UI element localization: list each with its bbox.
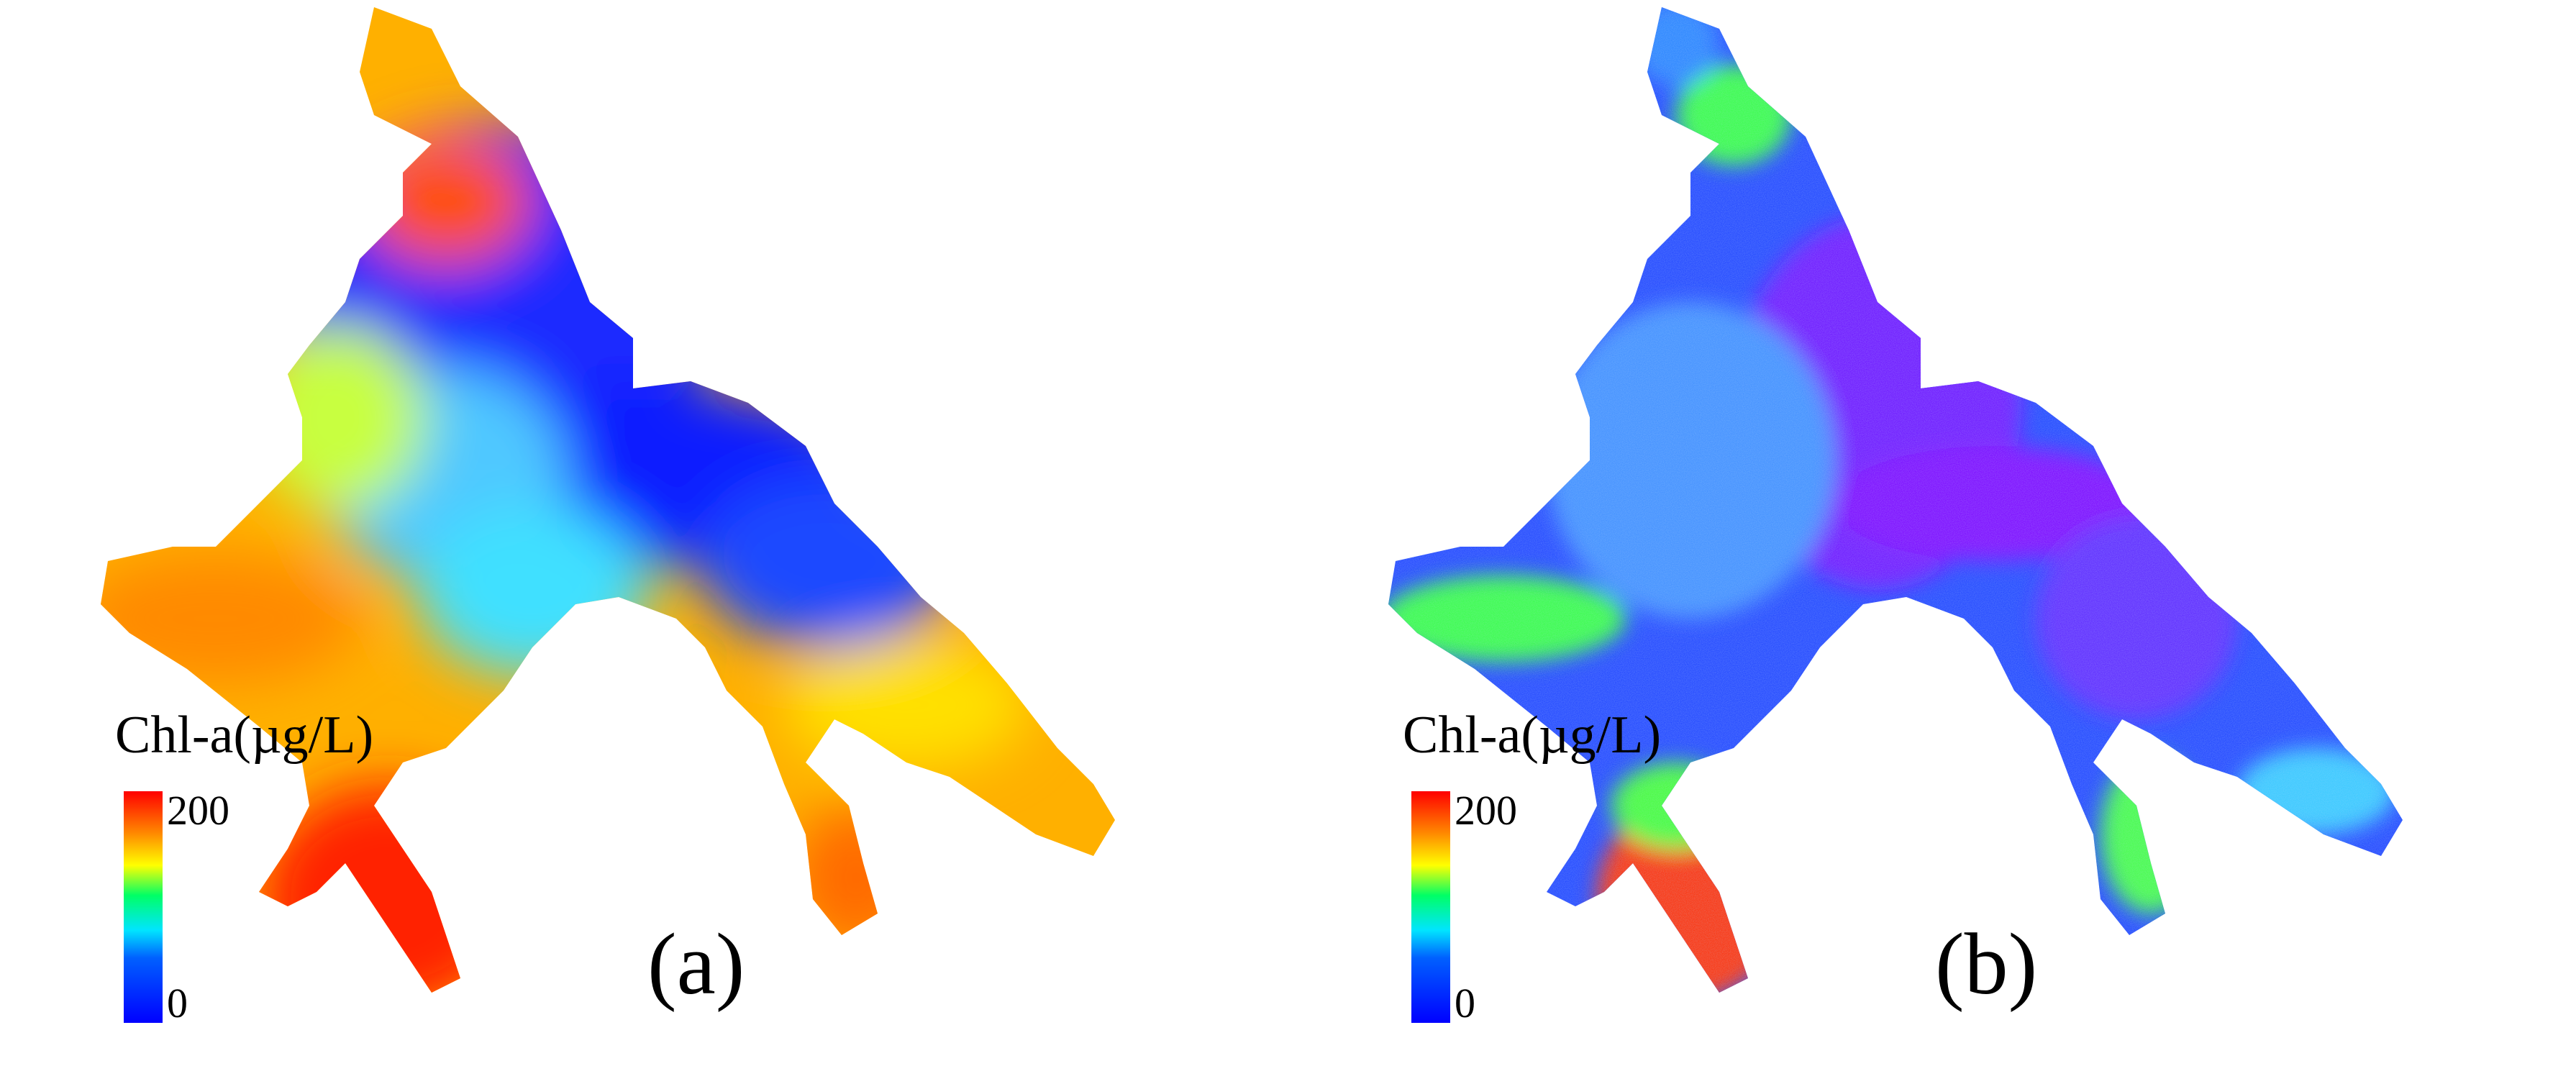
legend-max-value: 200: [1455, 787, 1517, 834]
panel-b: Chl-a(µg/L) 200 0 (b): [1288, 0, 2575, 1084]
color-scale-bar: [1411, 791, 1450, 1023]
chl-a-retrieved-map: [1388, 7, 2403, 993]
color-scale-bar: [124, 791, 163, 1023]
panel-label: (a): [647, 916, 745, 1013]
legend-min-value: 0: [1455, 980, 1475, 1026]
panel-label: (b): [1935, 916, 2038, 1013]
chl-a-interpolated-map: [101, 7, 1115, 993]
lake-surface-b: [1388, 7, 2403, 993]
panel-a: Chl-a(µg/L) 200 0 (a): [101, 7, 1115, 1026]
lake-surface-a: [101, 7, 1115, 993]
legend-title: Chl-a(µg/L): [1403, 706, 1662, 765]
legend-title: Chl-a(µg/L): [115, 706, 374, 765]
legend-min-value: 0: [167, 980, 188, 1026]
legend-max-value: 200: [167, 787, 229, 834]
